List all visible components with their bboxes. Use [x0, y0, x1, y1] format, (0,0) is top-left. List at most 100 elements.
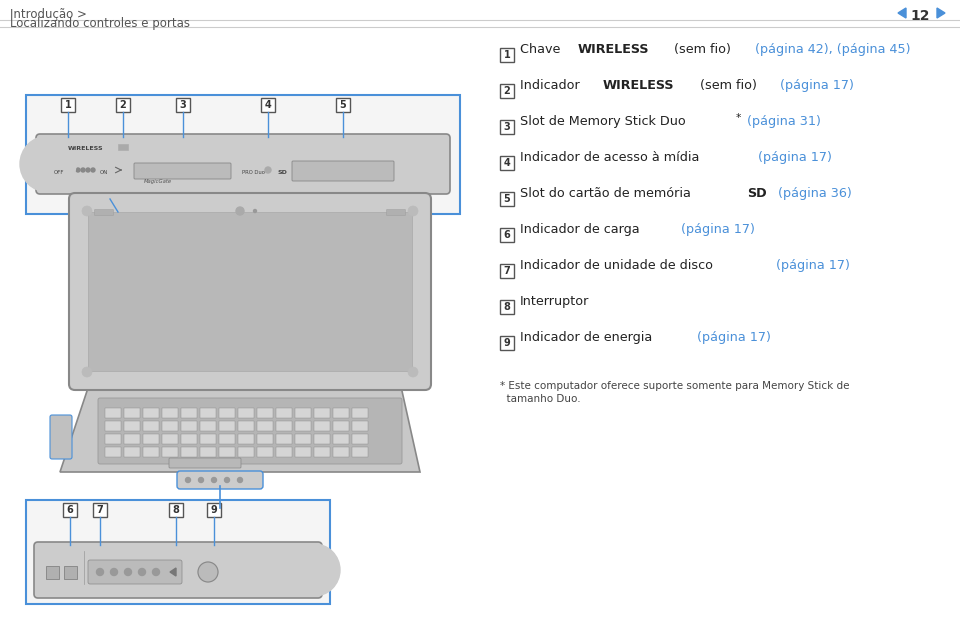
FancyBboxPatch shape: [219, 434, 235, 445]
Circle shape: [153, 569, 159, 575]
Text: Chave: Chave: [520, 43, 564, 56]
FancyBboxPatch shape: [333, 421, 349, 432]
FancyBboxPatch shape: [336, 98, 350, 112]
Circle shape: [82, 367, 92, 377]
FancyBboxPatch shape: [500, 300, 514, 314]
FancyBboxPatch shape: [276, 434, 292, 445]
Text: 7: 7: [504, 266, 511, 276]
FancyBboxPatch shape: [169, 503, 183, 517]
FancyBboxPatch shape: [105, 408, 121, 419]
Text: MagicGate: MagicGate: [144, 179, 172, 184]
FancyBboxPatch shape: [351, 421, 369, 432]
Text: 3: 3: [504, 122, 511, 132]
Text: Indicador de unidade de disco: Indicador de unidade de disco: [520, 259, 717, 272]
FancyBboxPatch shape: [200, 434, 216, 445]
FancyBboxPatch shape: [36, 134, 450, 194]
Text: SD: SD: [278, 170, 288, 175]
Circle shape: [408, 367, 418, 377]
Circle shape: [76, 168, 80, 172]
FancyBboxPatch shape: [143, 421, 159, 432]
FancyBboxPatch shape: [161, 408, 179, 419]
FancyBboxPatch shape: [200, 446, 216, 458]
FancyBboxPatch shape: [161, 446, 179, 458]
Text: Slot do cartão de memória: Slot do cartão de memória: [520, 187, 695, 200]
FancyBboxPatch shape: [256, 408, 274, 419]
FancyBboxPatch shape: [238, 446, 254, 458]
FancyBboxPatch shape: [500, 120, 514, 134]
Circle shape: [125, 569, 132, 575]
FancyBboxPatch shape: [500, 192, 514, 206]
FancyBboxPatch shape: [500, 264, 514, 278]
Circle shape: [265, 167, 271, 173]
FancyBboxPatch shape: [295, 408, 311, 419]
Text: (página 31): (página 31): [748, 115, 822, 128]
FancyBboxPatch shape: [105, 434, 121, 445]
Circle shape: [253, 210, 256, 213]
FancyBboxPatch shape: [238, 434, 254, 445]
FancyBboxPatch shape: [238, 408, 254, 419]
Text: Introdução >: Introdução >: [10, 8, 86, 21]
Text: WIRELESS: WIRELESS: [603, 79, 674, 92]
FancyBboxPatch shape: [276, 408, 292, 419]
Text: 6: 6: [66, 505, 73, 515]
FancyBboxPatch shape: [219, 446, 235, 458]
Text: *: *: [735, 113, 740, 123]
FancyBboxPatch shape: [116, 98, 130, 112]
Circle shape: [82, 206, 92, 216]
FancyBboxPatch shape: [180, 421, 198, 432]
FancyBboxPatch shape: [124, 408, 140, 419]
Circle shape: [236, 207, 244, 215]
FancyBboxPatch shape: [124, 434, 140, 445]
FancyBboxPatch shape: [256, 434, 274, 445]
FancyBboxPatch shape: [98, 398, 402, 464]
FancyBboxPatch shape: [161, 421, 179, 432]
Bar: [118, 144, 128, 150]
FancyBboxPatch shape: [500, 48, 514, 62]
Text: (sem fio): (sem fio): [696, 79, 760, 92]
FancyBboxPatch shape: [200, 408, 216, 419]
Text: Indicador de energia: Indicador de energia: [520, 331, 657, 344]
Text: (página 17): (página 17): [697, 331, 771, 344]
Circle shape: [71, 168, 75, 172]
FancyBboxPatch shape: [314, 446, 330, 458]
FancyBboxPatch shape: [292, 161, 394, 181]
Text: tamanho Duo.: tamanho Duo.: [500, 394, 581, 404]
FancyBboxPatch shape: [180, 408, 198, 419]
FancyBboxPatch shape: [161, 434, 179, 445]
Text: 7: 7: [97, 505, 104, 515]
FancyBboxPatch shape: [351, 408, 369, 419]
FancyBboxPatch shape: [219, 421, 235, 432]
Text: 9: 9: [210, 505, 217, 515]
FancyBboxPatch shape: [500, 228, 514, 242]
FancyBboxPatch shape: [238, 421, 254, 432]
Text: (sem fio): (sem fio): [670, 43, 735, 56]
FancyBboxPatch shape: [45, 565, 59, 578]
Text: Localizando controles e portas: Localizando controles e portas: [10, 17, 190, 30]
Circle shape: [66, 168, 70, 172]
FancyBboxPatch shape: [333, 446, 349, 458]
FancyBboxPatch shape: [387, 210, 405, 216]
FancyBboxPatch shape: [295, 421, 311, 432]
FancyBboxPatch shape: [295, 446, 311, 458]
Text: Slot de Memory Stick Duo: Slot de Memory Stick Duo: [520, 115, 685, 128]
Text: Indicador: Indicador: [520, 79, 584, 92]
Text: 3: 3: [180, 100, 186, 110]
Text: 4: 4: [265, 100, 272, 110]
Polygon shape: [937, 8, 945, 18]
FancyBboxPatch shape: [500, 156, 514, 170]
FancyBboxPatch shape: [61, 98, 75, 112]
Text: (página 17): (página 17): [681, 223, 755, 236]
FancyBboxPatch shape: [143, 434, 159, 445]
Text: Interruptor: Interruptor: [520, 295, 589, 308]
Polygon shape: [60, 382, 420, 472]
FancyBboxPatch shape: [276, 421, 292, 432]
FancyBboxPatch shape: [105, 421, 121, 432]
FancyBboxPatch shape: [88, 212, 412, 371]
FancyBboxPatch shape: [50, 415, 72, 459]
FancyBboxPatch shape: [69, 193, 431, 390]
FancyBboxPatch shape: [94, 210, 113, 216]
FancyBboxPatch shape: [351, 446, 369, 458]
FancyBboxPatch shape: [26, 95, 460, 214]
Text: PRO Duo: PRO Duo: [242, 170, 265, 175]
FancyBboxPatch shape: [333, 434, 349, 445]
